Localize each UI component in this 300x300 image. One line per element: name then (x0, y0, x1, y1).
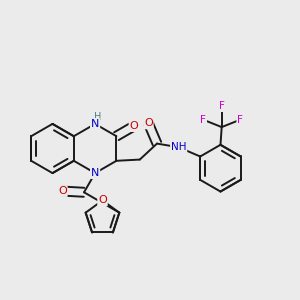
Text: O: O (144, 118, 153, 128)
Text: N: N (91, 119, 99, 129)
Text: F: F (200, 115, 206, 125)
Text: F: F (219, 101, 225, 111)
Text: N: N (91, 168, 99, 178)
Text: NH: NH (171, 142, 186, 152)
Text: H: H (94, 112, 102, 122)
Text: O: O (98, 195, 107, 206)
Text: O: O (130, 121, 138, 131)
Text: O: O (58, 186, 67, 196)
Text: F: F (237, 115, 243, 125)
